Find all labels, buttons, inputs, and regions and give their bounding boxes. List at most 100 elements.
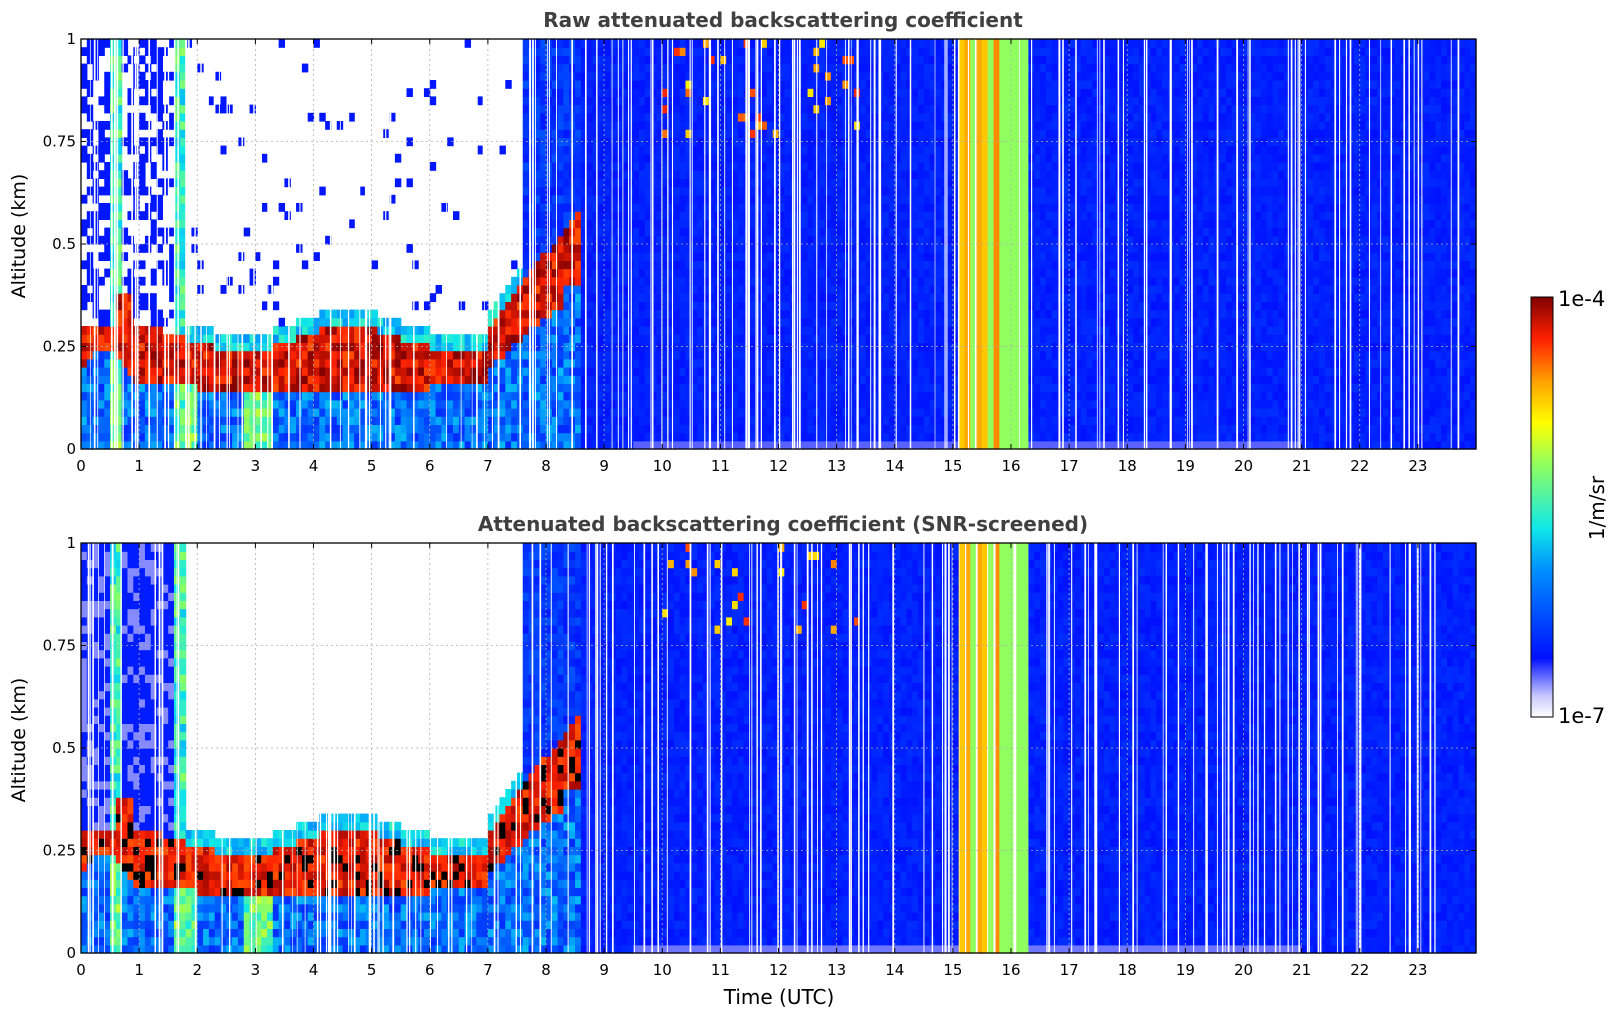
heatmap-cell <box>662 334 669 343</box>
heatmap-cell <box>883 276 890 286</box>
heatmap-cell <box>732 55 739 65</box>
heatmap-cell <box>586 55 594 65</box>
heatmap-cell <box>522 211 530 220</box>
heatmap-cell <box>766 408 774 417</box>
heatmap-cell <box>290 375 297 384</box>
heatmap-cell <box>737 301 745 311</box>
heatmap-cell <box>609 194 617 204</box>
heatmap-cell <box>784 121 791 130</box>
heatmap-cell <box>563 391 570 401</box>
heatmap-cell <box>639 211 646 220</box>
heatmap-cell <box>726 47 733 56</box>
heatmap-cell <box>825 367 832 376</box>
heatmap-cell <box>598 334 605 343</box>
heatmap-cell <box>708 293 716 302</box>
heatmap-cell <box>121 424 129 434</box>
heatmap-cell <box>534 358 541 368</box>
heatmap-cell <box>894 350 902 360</box>
heatmap-cell <box>557 129 565 138</box>
heatmap-cell <box>598 391 605 401</box>
heatmap-cell <box>859 178 867 188</box>
heatmap-cell <box>604 39 611 48</box>
heatmap-cell <box>673 383 681 393</box>
heatmap-cell <box>819 350 826 360</box>
heatmap-cell <box>691 440 698 450</box>
heatmap-cell <box>900 252 907 261</box>
heatmap-cell <box>92 162 100 171</box>
heatmap-cell <box>668 211 675 220</box>
heatmap-cell <box>174 334 181 343</box>
heatmap-cell <box>325 383 332 393</box>
heatmap-cell <box>778 104 785 114</box>
heatmap-cell <box>575 88 582 97</box>
heatmap-cell <box>592 317 599 327</box>
heatmap-cell <box>819 55 826 65</box>
heatmap-cell <box>575 440 582 450</box>
heatmap-cell <box>423 391 431 401</box>
heatmap-cell <box>708 55 716 65</box>
heatmap-cell <box>888 170 896 179</box>
heatmap-cell <box>237 285 245 294</box>
heatmap-cell <box>720 235 727 245</box>
heatmap-cell <box>598 317 605 327</box>
heatmap-cell <box>644 293 652 302</box>
heatmap-cell <box>482 375 489 384</box>
heatmap-cell <box>772 39 780 48</box>
heatmap-cell <box>697 153 704 163</box>
heatmap-cell <box>394 383 402 393</box>
heatmap-cell <box>807 80 814 89</box>
heatmap-cell <box>522 227 530 237</box>
heatmap-cell <box>412 367 419 376</box>
heatmap-cell <box>621 317 628 327</box>
heatmap-cell <box>540 39 547 48</box>
heatmap-cell <box>522 440 530 450</box>
heatmap-cell <box>598 285 605 294</box>
heatmap-cell <box>267 383 274 393</box>
heatmap-cell <box>144 342 152 352</box>
heatmap-cell <box>819 88 826 97</box>
heatmap-cell <box>557 47 565 56</box>
heatmap-cell <box>98 350 105 360</box>
heatmap-cell <box>598 350 605 360</box>
heatmap-cell <box>586 96 594 106</box>
heatmap-cell <box>575 285 582 294</box>
heatmap-cell <box>633 309 640 319</box>
heatmap-cell <box>150 375 158 384</box>
heatmap-cell <box>174 186 181 196</box>
heatmap-cell <box>627 170 634 179</box>
heatmap-cell <box>81 408 88 417</box>
heatmap-cell <box>168 96 175 106</box>
heatmap-cell <box>487 358 495 368</box>
heatmap-cell <box>720 276 727 286</box>
heatmap-cell <box>534 375 541 384</box>
heatmap-cell <box>761 334 768 343</box>
heatmap-cell <box>673 317 681 327</box>
heatmap-cell <box>679 350 687 360</box>
heatmap-cell <box>592 301 599 311</box>
heatmap-cell <box>830 317 838 327</box>
heatmap-cell <box>557 424 565 434</box>
heatmap-cell <box>772 301 780 311</box>
heatmap-cell <box>720 88 727 97</box>
heatmap-cell <box>110 268 117 278</box>
heatmap-cell <box>807 186 814 196</box>
heatmap-cell <box>92 71 100 81</box>
heatmap-cell <box>807 211 814 220</box>
heatmap-cell <box>110 309 117 319</box>
heatmap-cell <box>650 383 658 393</box>
heatmap-cell <box>319 309 326 319</box>
heatmap-cell <box>580 137 588 147</box>
heatmap-cell <box>732 367 739 376</box>
heatmap-cell <box>761 408 768 417</box>
heatmap-cell <box>575 326 582 335</box>
heatmap-cell <box>633 424 640 434</box>
heatmap-cell <box>429 399 437 409</box>
heatmap-cell <box>737 309 745 319</box>
heatmap-cell <box>220 285 227 294</box>
heatmap-cell <box>766 260 774 270</box>
heatmap-cell <box>127 399 134 409</box>
heatmap-cell <box>179 301 187 311</box>
heatmap-cell <box>371 408 379 417</box>
heatmap-cell <box>278 358 286 368</box>
heatmap-cell <box>598 211 605 220</box>
